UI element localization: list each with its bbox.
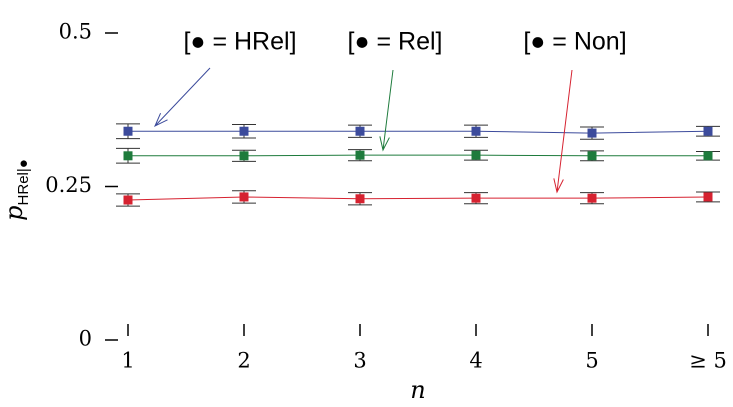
point	[703, 151, 713, 161]
series-line	[128, 130, 709, 134]
y-label-sub: HRel|●	[15, 159, 32, 205]
point	[587, 128, 597, 138]
point	[703, 192, 713, 202]
point	[587, 151, 597, 161]
point	[123, 151, 133, 161]
annotation-arrow	[379, 69, 394, 152]
annotation-arrow	[153, 67, 211, 128]
legend-annotation: [● = Rel]	[348, 28, 443, 56]
x-tick-label: 2	[237, 349, 250, 373]
legend-annotation: [● = Non]	[523, 28, 626, 56]
point	[239, 126, 249, 136]
point	[587, 193, 597, 203]
y-tick-label: 0.25	[45, 173, 92, 197]
point	[355, 194, 365, 204]
y-label-main: p	[0, 205, 28, 220]
point	[471, 193, 481, 203]
point	[239, 151, 249, 161]
x-tick-label: 4	[469, 349, 482, 373]
x-tick-label: 3	[353, 349, 366, 373]
point	[471, 150, 481, 160]
point	[703, 126, 713, 136]
point	[355, 150, 365, 160]
y-tick-label: 0.5	[59, 20, 92, 44]
y-tick-label: 0	[79, 327, 92, 351]
series-line	[127, 196, 709, 201]
y-axis-label: pHRel|●	[0, 159, 32, 221]
x-tick-label: 5	[585, 349, 598, 373]
legend-annotation: [● = HRel]	[183, 28, 296, 56]
point	[123, 195, 133, 205]
series-line	[128, 154, 708, 157]
point	[239, 192, 249, 202]
x-tick-label: ≥ 5	[689, 349, 727, 373]
point	[123, 126, 133, 136]
annotation-arrow	[553, 69, 573, 194]
x-axis-label: n	[410, 376, 425, 404]
point	[471, 126, 481, 136]
point	[355, 126, 365, 136]
x-tick-label: 1	[121, 349, 134, 373]
